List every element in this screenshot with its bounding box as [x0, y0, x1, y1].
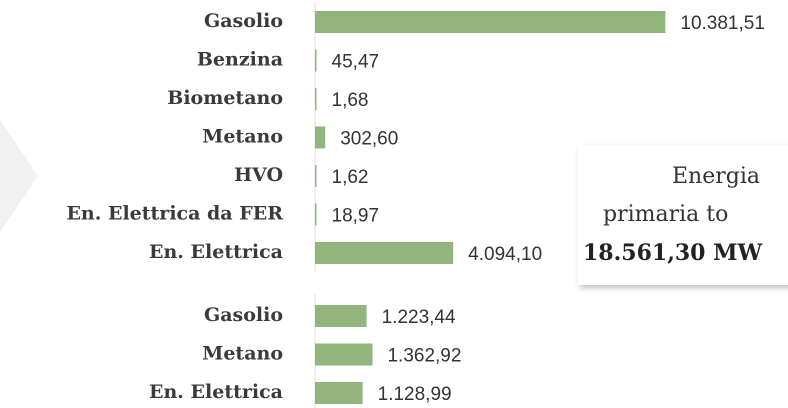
value-label: 1,62	[332, 167, 369, 188]
decoration	[0, 120, 38, 232]
category-label: En. Elettrica da FER	[66, 203, 283, 225]
annotation-total: 18.561,30 MW	[583, 240, 762, 266]
category-label: HVO	[234, 164, 283, 186]
bar	[315, 203, 317, 226]
value-label: 1,68	[332, 90, 369, 111]
value-label: 45,47	[332, 52, 380, 73]
category-label: Benzina	[197, 49, 283, 71]
value-label: 302,60	[340, 129, 398, 150]
value-label: 1.362,92	[387, 346, 461, 367]
bar	[315, 242, 454, 264]
value-label: 10.381,51	[680, 13, 765, 34]
category-label: Gasolio	[204, 10, 283, 32]
annotation-text: primaria to	[603, 202, 728, 227]
category-label: Metano	[202, 126, 283, 148]
bar	[315, 305, 367, 327]
bar	[315, 382, 363, 404]
category-label: Gasolio	[204, 304, 283, 326]
bar	[315, 126, 326, 149]
category-label: En. Elettrica	[149, 241, 283, 263]
category-label: Biometano	[167, 87, 283, 109]
value-label: 1.128,99	[378, 384, 452, 405]
bar	[315, 11, 666, 33]
category-label: Metano	[202, 343, 283, 365]
bar	[315, 49, 317, 72]
bar	[315, 165, 317, 187]
annotation-text: Energia	[672, 164, 760, 189]
value-label: 18,97	[332, 206, 380, 227]
category-label: En. Elettrica	[149, 381, 283, 403]
value-label: 1.223,44	[382, 307, 456, 328]
annotation-box	[578, 145, 788, 285]
value-label: 4.094,10	[468, 244, 542, 265]
bar	[315, 88, 317, 110]
bar	[315, 343, 373, 366]
